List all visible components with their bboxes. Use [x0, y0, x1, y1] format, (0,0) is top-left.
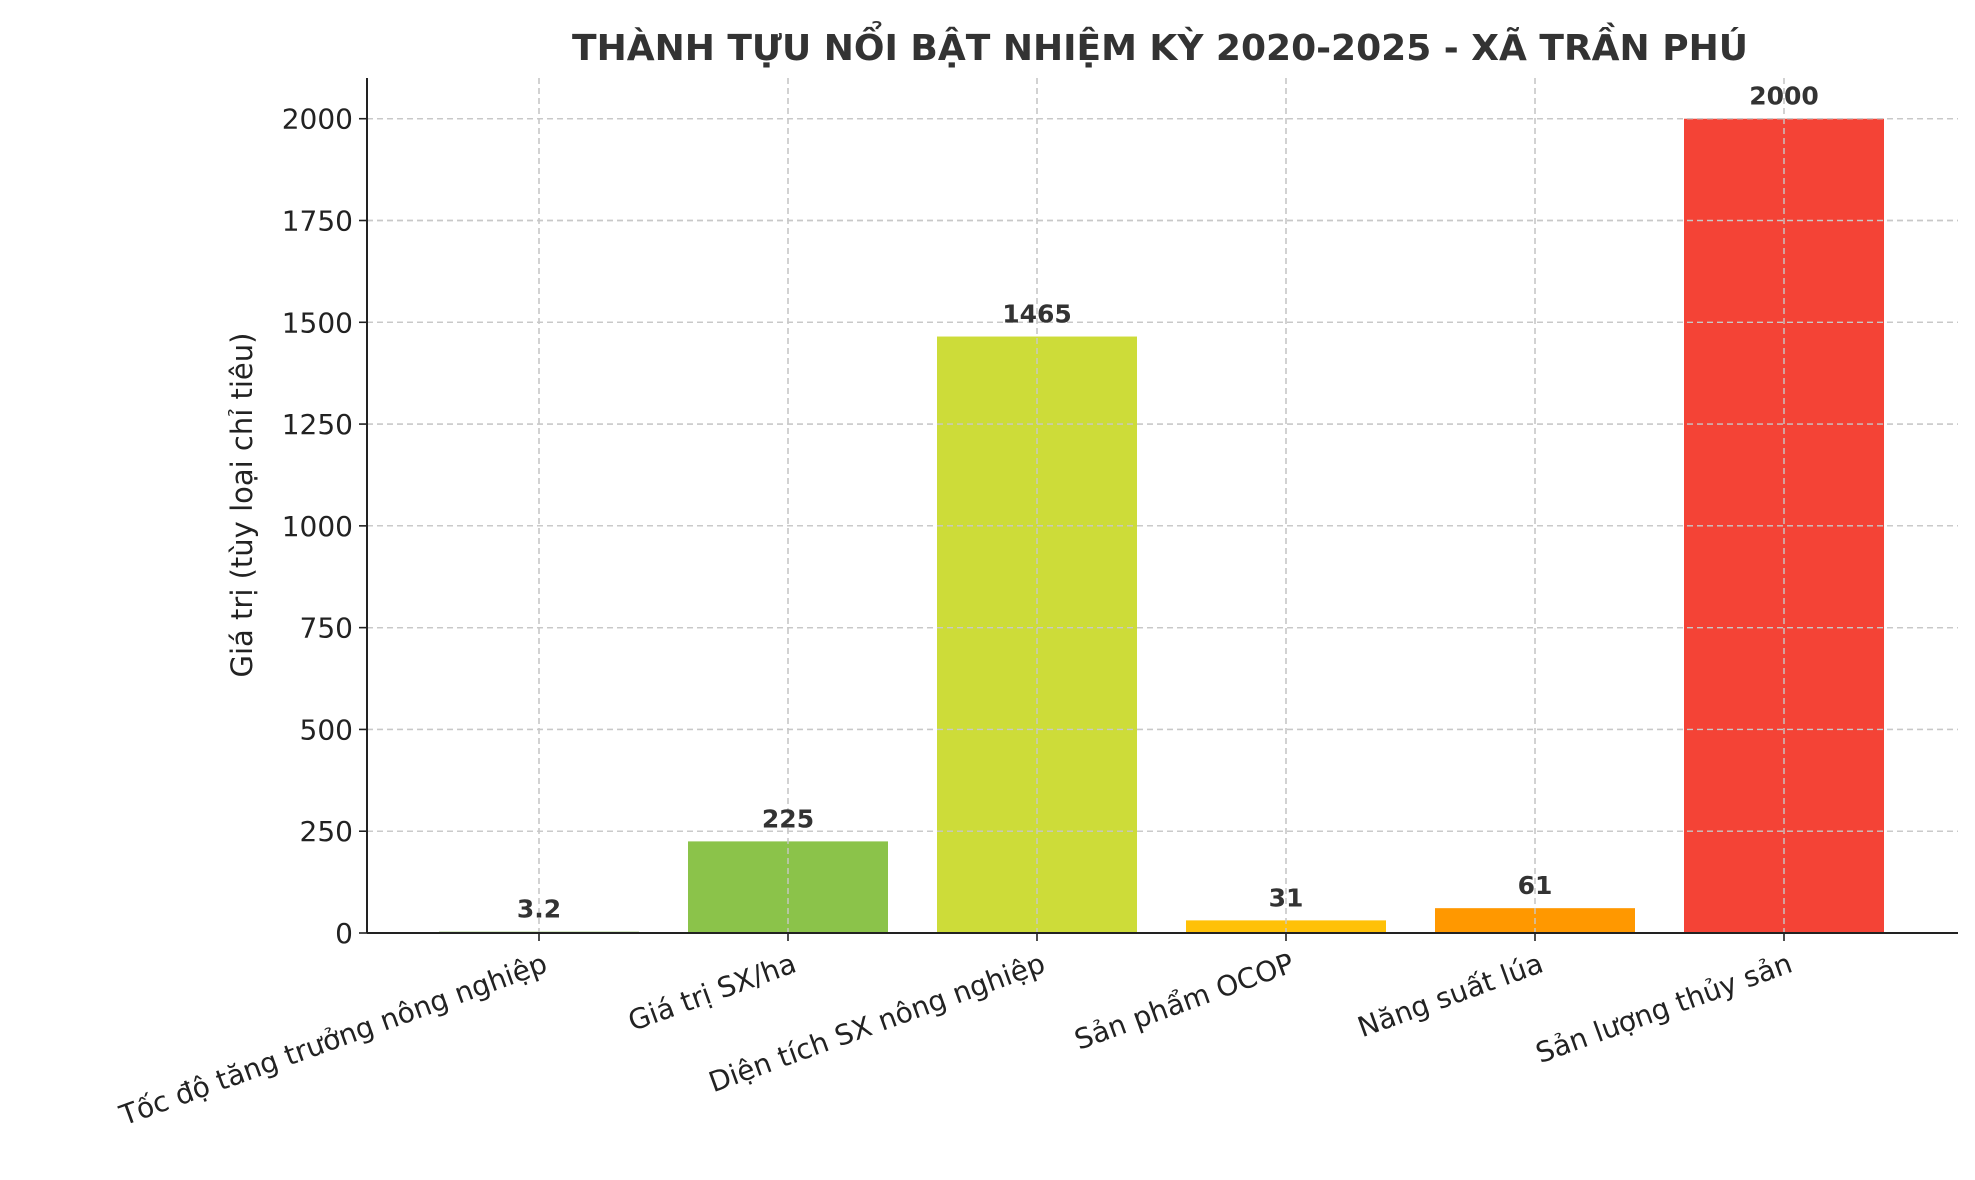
y-tick-label: 1750 [282, 205, 353, 238]
y-tick-label: 1000 [282, 510, 353, 543]
chart-title: THÀNH TỰU NỔI BẬT NHIỆM KỲ 2020-2025 - X… [572, 21, 1748, 69]
data-label: 1465 [1002, 300, 1072, 329]
bars [367, 78, 1958, 934]
axes [359, 78, 1958, 941]
bar [1186, 920, 1386, 933]
y-tick-label: 2000 [282, 103, 353, 136]
y-tick-label: 1250 [282, 408, 353, 441]
data-label: 225 [762, 804, 814, 833]
x-tick-label: Giá trị SX/ha [624, 947, 801, 1038]
x-tick-label: Sản phẩm OCOP [1070, 947, 1298, 1057]
x-tick-label: Sản lượng thủy sản [1531, 947, 1796, 1070]
y-tick-label: 0 [335, 917, 353, 950]
data-label: 61 [1518, 871, 1553, 900]
data-label: 31 [1269, 883, 1304, 912]
y-tick-label: 250 [300, 815, 353, 848]
y-axis-label: Giá trị (tùy loại chỉ tiêu) [225, 333, 259, 678]
y-tick-label: 750 [300, 612, 353, 645]
x-tick-label: Tốc độ tăng trưởng nông nghiệp [114, 947, 551, 1133]
y-tick-label: 500 [300, 713, 353, 746]
bar [688, 841, 888, 933]
y-tick-label: 1500 [282, 306, 353, 339]
data-label: 2000 [1749, 82, 1819, 111]
data-label: 3.2 [517, 895, 561, 924]
x-tick-label: Năng suất lúa [1353, 947, 1547, 1045]
